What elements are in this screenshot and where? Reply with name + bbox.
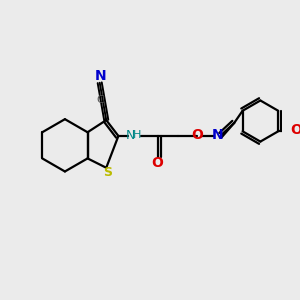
Text: O: O <box>152 156 164 170</box>
Text: N: N <box>95 69 106 83</box>
Text: N: N <box>126 129 135 142</box>
Text: O: O <box>191 128 203 142</box>
Text: H: H <box>133 130 141 140</box>
Text: N: N <box>212 128 223 142</box>
Text: O: O <box>290 123 300 137</box>
Text: C: C <box>97 94 104 105</box>
Text: S: S <box>103 166 112 179</box>
